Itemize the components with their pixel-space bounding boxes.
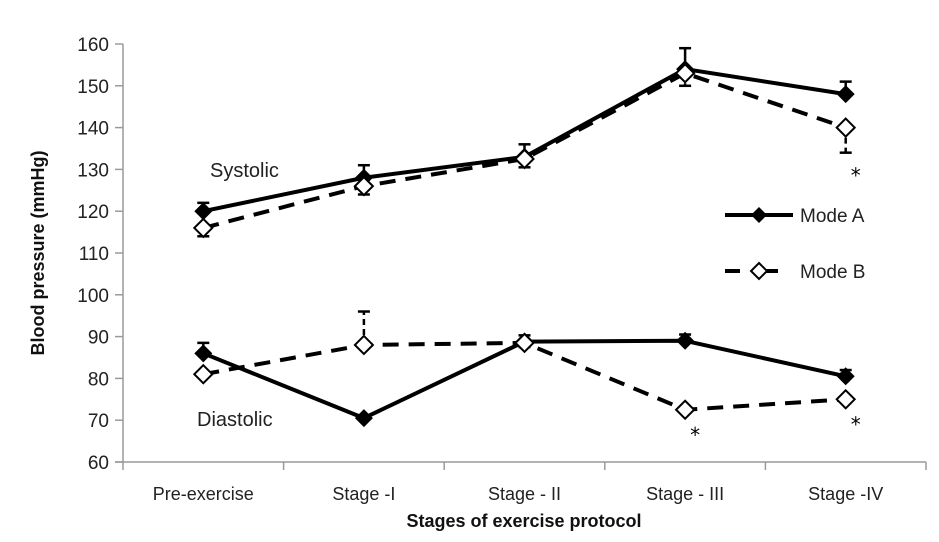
y-tick-label: 90	[88, 328, 109, 349]
series-systolic-mode-a	[194, 46, 855, 221]
data-point-open-diamond	[514, 332, 535, 354]
y-tick-label: 60	[88, 453, 109, 474]
data-point-open-diamond	[674, 62, 696, 84]
data-point-open-diamond	[192, 217, 214, 239]
y-tick-label: 140	[77, 119, 109, 140]
y-tick-label: 120	[77, 202, 109, 223]
data-point-open-diamond	[353, 175, 375, 197]
y-tick-label: 150	[77, 77, 109, 98]
legend-label-mode-b: Mode B	[800, 262, 865, 283]
significance-marker: *	[851, 412, 861, 436]
series-systolic-mode-b: *	[192, 62, 861, 239]
y-axis-title: Blood pressure (mmHg)	[28, 150, 48, 355]
y-tick-label: 110	[79, 244, 109, 265]
data-point-filled-diamond	[836, 367, 855, 386]
x-tick-label: Pre-exercise	[153, 484, 254, 504]
series-diastolic-mode-b: * *	[192, 310, 861, 447]
legend-entry-mode-a: Mode A	[725, 206, 865, 227]
x-tick-label: Stage - II	[488, 484, 561, 504]
series-line	[202, 67, 847, 214]
y-tick-label: 80	[88, 369, 109, 390]
legend-label-mode-a: Mode A	[800, 206, 865, 227]
data-point-open-diamond	[835, 388, 857, 410]
axes	[115, 44, 926, 463]
data-point-open-diamond	[835, 117, 857, 139]
significance-marker: *	[690, 423, 700, 447]
x-tick-label: Stage -IV	[808, 484, 883, 504]
diastolic-annotation: Diastolic	[197, 409, 273, 431]
x-tick-label: Stage -I	[332, 484, 395, 504]
data-point-filled-diamond	[354, 409, 373, 428]
y-axis-ticks: 60 70 80 90 100 110 120 130 140 150 160	[77, 35, 123, 474]
y-tick-label: 160	[77, 35, 109, 56]
legend: Mode A Mode B	[725, 206, 865, 283]
y-tick-label: 130	[77, 160, 109, 181]
series-line	[202, 71, 847, 230]
series-layer: ** *	[192, 46, 861, 447]
data-point-open-diamond	[353, 334, 375, 356]
data-point-filled-diamond	[836, 85, 855, 104]
legend-marker-filled-diamond	[751, 207, 767, 223]
y-tick-label: 100	[77, 286, 109, 307]
significance-marker: *	[851, 164, 861, 188]
data-point-open-diamond	[674, 399, 696, 421]
data-point-filled-diamond	[194, 202, 213, 221]
data-point-open-diamond	[192, 363, 214, 385]
data-point-filled-diamond	[676, 331, 695, 350]
x-axis-title: Stages of exercise protocol	[406, 511, 641, 531]
legend-entry-mode-b: Mode B	[725, 261, 865, 283]
x-axis-ticks: Pre-exercise Stage -I Stage - II Stage - II…	[122, 462, 927, 504]
data-point-open-diamond	[514, 148, 535, 170]
systolic-annotation: Systolic	[210, 160, 279, 182]
data-point-filled-diamond	[194, 344, 213, 363]
legend-marker-open-diamond	[749, 261, 769, 281]
x-tick-label: Stage - III	[646, 484, 724, 504]
y-tick-label: 70	[88, 411, 109, 432]
